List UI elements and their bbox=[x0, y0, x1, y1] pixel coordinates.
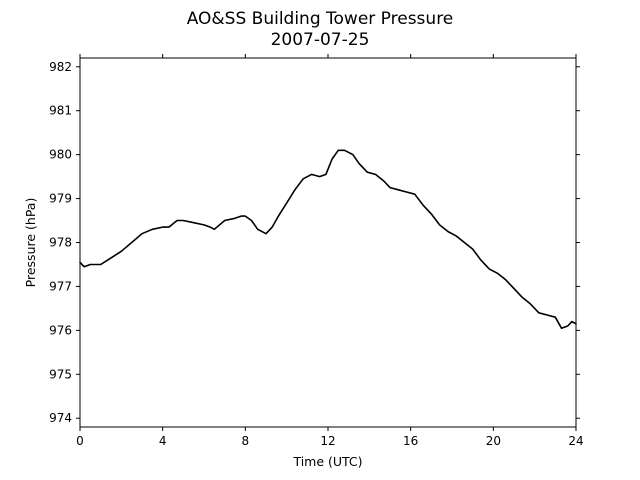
x-tick-label: 12 bbox=[320, 434, 335, 448]
y-tick-label: 982 bbox=[49, 60, 72, 74]
y-axis-label: Pressure (hPa) bbox=[23, 198, 38, 288]
y-tick-label: 981 bbox=[49, 104, 72, 118]
chart-title: AO&SS Building Tower Pressure bbox=[187, 9, 454, 29]
y-tick-label: 976 bbox=[49, 323, 72, 337]
x-axis-label: Time (UTC) bbox=[292, 454, 362, 469]
x-tick-label: 16 bbox=[403, 434, 418, 448]
x-tick-label: 0 bbox=[76, 434, 84, 448]
y-tick-label: 975 bbox=[49, 367, 72, 381]
y-tick-label: 977 bbox=[49, 279, 72, 293]
x-tick-label: 24 bbox=[568, 434, 583, 448]
plot-area bbox=[79, 149, 577, 330]
x-tick-label: 20 bbox=[486, 434, 501, 448]
y-tick-label: 979 bbox=[49, 192, 72, 206]
axis-ticks: 0 4 8 12 16 20 24 974 975 976 977 978 979 980 981 982 bbox=[49, 54, 584, 448]
x-tick-label: 8 bbox=[242, 434, 250, 448]
series-line-0 bbox=[79, 149, 577, 330]
x-tick-label: 4 bbox=[159, 434, 167, 448]
plot-frame bbox=[79, 57, 577, 428]
y-tick-label: 980 bbox=[49, 148, 72, 162]
chart-subtitle: 2007-07-25 bbox=[271, 30, 370, 50]
y-tick-label: 974 bbox=[49, 411, 72, 425]
y-tick-label: 978 bbox=[49, 236, 72, 250]
